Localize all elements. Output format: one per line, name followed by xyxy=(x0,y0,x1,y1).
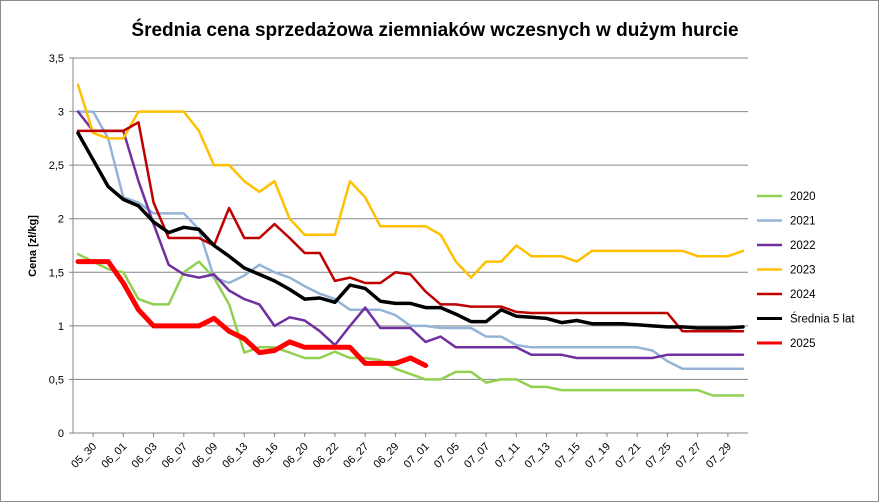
legend-label: 2022 xyxy=(790,240,816,252)
series-line-2020 xyxy=(76,252,745,397)
x-tick-label: 05_30 xyxy=(69,441,99,471)
y-tick-label: 1,5 xyxy=(49,267,64,279)
legend: 2020 2021 2022 2023 2024 Średnia 5 lat 2025 xyxy=(757,191,855,350)
x-tick-label: 06_27 xyxy=(341,441,371,471)
x-tick-label: 06_20 xyxy=(281,441,311,471)
legend-label: 2021 xyxy=(790,216,816,228)
y-tick-label: 1 xyxy=(58,321,64,333)
x-tick-label: 06_29 xyxy=(371,441,401,471)
series-lines xyxy=(75,83,745,397)
x-tick-label: 07_05 xyxy=(432,441,462,471)
x-tick-label: 07_25 xyxy=(643,441,673,471)
series-line-2023 xyxy=(76,83,745,279)
y-tick-label: 2 xyxy=(58,214,64,226)
x-tick-label: 07_11 xyxy=(493,441,523,471)
series-line-2022 xyxy=(76,110,745,360)
y-tick-label: 3,5 xyxy=(49,53,64,65)
x-tick-label: 07_21 xyxy=(613,441,643,471)
x-tick-labels: 05_30 06_01 06_03 06_07 06_09 06_13 06_16 06_20… xyxy=(69,441,734,471)
x-tick-label: 07_07 xyxy=(462,441,492,471)
x-tick-label: 06_16 xyxy=(250,441,280,471)
x-tick-label: 07_13 xyxy=(523,441,553,471)
chart-title: Średnia cena sprzedażowa ziemniaków wcze… xyxy=(131,19,738,41)
series-line-2025 xyxy=(75,259,429,368)
x-tick-label: 06_22 xyxy=(311,441,341,471)
y-tick-labels: 0 0,5 1 1,5 2 2,5 3 3,5 xyxy=(49,53,64,440)
legend-label: 2023 xyxy=(790,265,816,277)
legend-label: Średnia 5 lat xyxy=(790,313,855,326)
y-tick-label: 0 xyxy=(58,428,64,440)
series-line-średnia-5-lat xyxy=(76,131,745,330)
gridlines xyxy=(73,57,748,380)
legend-label: 2024 xyxy=(790,289,816,301)
x-tick-label: 07_01 xyxy=(402,441,432,471)
y-tick-label: 2,5 xyxy=(49,160,64,172)
x-tick-label: 07_19 xyxy=(583,441,613,471)
y-tick-label: 0,5 xyxy=(49,374,64,386)
x-tick-label: 07_29 xyxy=(704,441,734,471)
legend-label: 2020 xyxy=(790,191,816,203)
series-line-2021 xyxy=(76,110,745,370)
axes xyxy=(69,57,748,437)
x-tick-label: 06_03 xyxy=(130,441,160,471)
x-tick-label: 06_13 xyxy=(220,441,250,471)
x-tick-label: 06_09 xyxy=(190,441,220,471)
x-tick-label: 07_27 xyxy=(674,441,704,471)
x-tick-label: 06_07 xyxy=(160,441,190,471)
y-axis-label: Cena [zł/kg] xyxy=(27,215,39,277)
legend-label: 2025 xyxy=(790,338,816,350)
x-tick-label: 06_01 xyxy=(99,441,129,471)
x-tick-label: 07_15 xyxy=(553,441,583,471)
y-tick-label: 3 xyxy=(58,107,64,119)
series-line-2024 xyxy=(76,121,745,333)
